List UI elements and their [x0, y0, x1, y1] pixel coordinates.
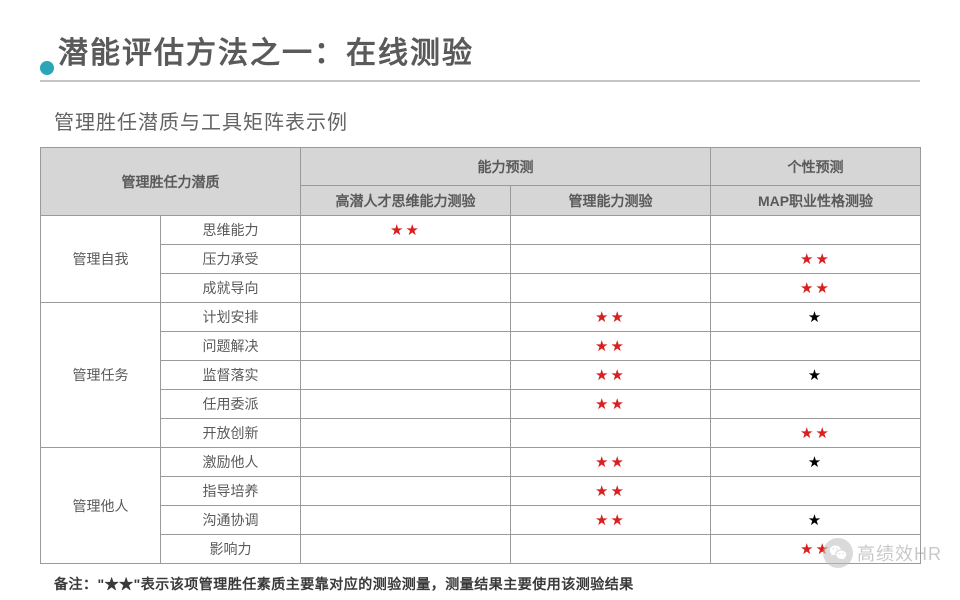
star-marker: ★★ — [595, 367, 626, 384]
table-header: 管理胜任力潜质 能力预测 个性预测 高潜人才思维能力测验 管理能力测验 MAP职… — [41, 148, 921, 216]
cell-c1: ★★ — [301, 216, 511, 245]
page-title: 潜能评估方法之一：在线测验 — [58, 28, 474, 72]
cell-c1 — [301, 390, 511, 419]
watermark: 高绩效HR — [823, 538, 942, 568]
label-cell: 成就导向 — [161, 274, 301, 303]
label-cell: 开放创新 — [161, 419, 301, 448]
cell-c3: ★ — [711, 448, 921, 477]
cell-c3: ★★ — [711, 419, 921, 448]
table-row: 管理他人激励他人★★★ — [41, 448, 921, 477]
cell-c1 — [301, 332, 511, 361]
cell-c3 — [711, 477, 921, 506]
star-marker: ★★ — [595, 309, 626, 326]
cell-c1 — [301, 361, 511, 390]
table-row: 问题解决 ★★ — [41, 332, 921, 361]
star-marker: ★ — [808, 367, 823, 384]
cell-c3: ★ — [711, 506, 921, 535]
label-cell: 任用委派 — [161, 390, 301, 419]
cell-c2 — [511, 535, 711, 564]
matrix-table: 管理胜任力潜质 能力预测 个性预测 高潜人才思维能力测验 管理能力测验 MAP职… — [40, 147, 921, 564]
table-row: 影响力★★ — [41, 535, 921, 564]
cell-c3 — [711, 390, 921, 419]
cell-c3: ★★ — [711, 274, 921, 303]
cell-c1 — [301, 303, 511, 332]
group-cell: 管理任务 — [41, 303, 161, 448]
cell-c2: ★★ — [511, 506, 711, 535]
cell-c2: ★★ — [511, 448, 711, 477]
label-cell: 计划安排 — [161, 303, 301, 332]
star-marker: ★★ — [595, 483, 626, 500]
watermark-text: 高绩效HR — [857, 540, 942, 566]
table-row: 监督落实★★★ — [41, 361, 921, 390]
cell-c2: ★★ — [511, 303, 711, 332]
star-marker: ★ — [808, 512, 823, 529]
cell-c3: ★ — [711, 361, 921, 390]
table-row: 压力承受 ★★ — [41, 245, 921, 274]
table-body: 管理自我思维能力★★压力承受★★成就导向★★管理任务计划安排★★★问题解决★★监… — [41, 216, 921, 564]
header-potential: 管理胜任力潜质 — [41, 148, 301, 216]
star-marker: ★★ — [800, 425, 831, 442]
cell-c3 — [711, 332, 921, 361]
table-row: 成就导向 ★★ — [41, 274, 921, 303]
cell-c3: ★★ — [711, 245, 921, 274]
star-marker: ★★ — [595, 338, 626, 355]
title-row: 潜能评估方法之一：在线测验 — [40, 28, 920, 72]
label-cell: 激励他人 — [161, 448, 301, 477]
label-cell: 影响力 — [161, 535, 301, 564]
cell-c2 — [511, 419, 711, 448]
cell-c1 — [301, 419, 511, 448]
star-marker: ★ — [808, 454, 823, 471]
star-marker: ★★ — [800, 280, 831, 297]
cell-c1 — [301, 506, 511, 535]
table-row: 沟通协调★★★ — [41, 506, 921, 535]
cell-c2 — [511, 245, 711, 274]
star-marker: ★★ — [390, 222, 421, 239]
label-cell: 问题解决 — [161, 332, 301, 361]
cell-c2 — [511, 274, 711, 303]
slide: 潜能评估方法之一：在线测验 管理胜任潜质与工具矩阵表示例 管理胜任力潜质 能力预… — [0, 0, 960, 600]
table-row: 任用委派 ★★ — [41, 390, 921, 419]
table-row: 管理任务计划安排★★★ — [41, 303, 921, 332]
header-ability: 能力预测 — [301, 148, 711, 186]
header-sub2: 管理能力测验 — [511, 186, 711, 216]
cell-c1 — [301, 477, 511, 506]
star-marker: ★★ — [595, 396, 626, 413]
footnote: 备注："★★"表示该项管理胜任素质主要靠对应的测验测量，测量结果主要使用该测验结… — [54, 574, 920, 594]
table-row: 管理自我思维能力★★ — [41, 216, 921, 245]
star-marker: ★★ — [595, 512, 626, 529]
star-marker: ★ — [808, 309, 823, 326]
table-row: 开放创新 ★★ — [41, 419, 921, 448]
label-cell: 指导培养 — [161, 477, 301, 506]
star-marker: ★★ — [800, 251, 831, 268]
cell-c2 — [511, 216, 711, 245]
header-sub3: MAP职业性格测验 — [711, 186, 921, 216]
subtitle: 管理胜任潜质与工具矩阵表示例 — [54, 106, 920, 135]
group-cell: 管理他人 — [41, 448, 161, 564]
cell-c2: ★★ — [511, 361, 711, 390]
cell-c3: ★ — [711, 303, 921, 332]
cell-c2: ★★ — [511, 390, 711, 419]
cell-c2: ★★ — [511, 332, 711, 361]
title-underline — [40, 80, 920, 82]
table-row: 指导培养 ★★ — [41, 477, 921, 506]
cell-c1 — [301, 448, 511, 477]
header-sub1: 高潜人才思维能力测验 — [301, 186, 511, 216]
cell-c2: ★★ — [511, 477, 711, 506]
star-marker: ★★ — [595, 454, 626, 471]
header-personality: 个性预测 — [711, 148, 921, 186]
cell-c1 — [301, 274, 511, 303]
cell-c1 — [301, 245, 511, 274]
cell-c1 — [301, 535, 511, 564]
label-cell: 监督落实 — [161, 361, 301, 390]
cell-c3 — [711, 216, 921, 245]
label-cell: 压力承受 — [161, 245, 301, 274]
label-cell: 沟通协调 — [161, 506, 301, 535]
group-cell: 管理自我 — [41, 216, 161, 303]
label-cell: 思维能力 — [161, 216, 301, 245]
wechat-icon — [823, 538, 853, 568]
accent-dot — [40, 61, 54, 75]
